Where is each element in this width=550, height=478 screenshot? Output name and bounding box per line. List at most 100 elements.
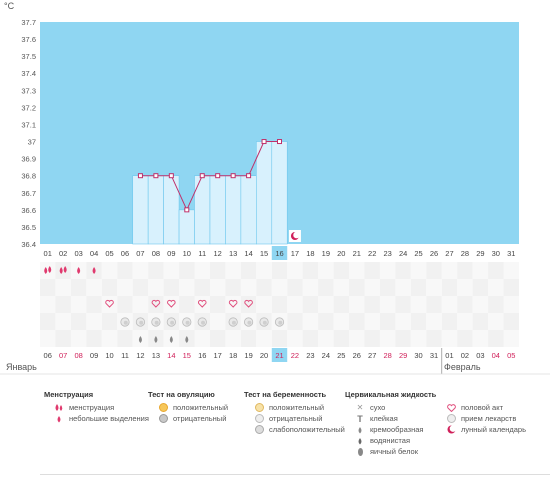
date-label: 01 (445, 351, 453, 360)
marker-cell (472, 296, 489, 313)
pregnancy-negative-icon-inner (262, 320, 267, 325)
cycle-day-label: 30 (492, 249, 500, 258)
marker-cell (426, 313, 442, 330)
marker-cell (271, 279, 288, 296)
marker-cell (333, 313, 350, 330)
temperature-bar (178, 209, 195, 245)
date-label: 09 (90, 351, 98, 360)
date-label: 28 (383, 351, 391, 360)
marker-cell (194, 279, 210, 296)
marker-cell (40, 296, 56, 313)
cycle-day-label: 17 (291, 249, 299, 258)
date-label: 12 (136, 351, 144, 360)
marker-cell (349, 279, 365, 296)
legend-item-label: небольшие выделения (69, 414, 149, 423)
marker-cell (472, 262, 489, 279)
marker-cell (225, 330, 241, 347)
legend-item: небольшие выделения (44, 413, 149, 424)
y-tick-label: 36.8 (21, 172, 36, 181)
marker-cell (488, 279, 504, 296)
marker-cell (55, 313, 71, 330)
marker-cell (441, 330, 458, 347)
cycle-day-label: 03 (74, 249, 82, 258)
marker-cell (410, 262, 427, 279)
cycle-day-label: 26 (430, 249, 438, 258)
marker-cell (410, 296, 427, 313)
marker-cell (441, 262, 458, 279)
cycle-day-label: 11 (198, 249, 206, 258)
ovulation-positive-icon (156, 403, 170, 412)
date-label: 22 (291, 351, 299, 360)
marker-cell (132, 296, 149, 313)
pregnancy-negative-icon-inner (170, 320, 175, 325)
marker-cell (349, 262, 365, 279)
marker-cell (426, 279, 442, 296)
legend-item: менструация (44, 402, 149, 413)
marker-cell (271, 330, 288, 347)
moon-icon (444, 425, 458, 434)
y-tick-label: 37.4 (21, 69, 36, 78)
pregnancy-negative-icon (252, 414, 266, 423)
moon-icon-cutout (293, 231, 300, 239)
marker-cell (101, 262, 118, 279)
cycle-day-label: 04 (90, 249, 98, 258)
marker-cell (194, 330, 210, 347)
marker-cell (132, 279, 149, 296)
legend-ovulation-title: Тест на овуляцию (148, 390, 215, 399)
marker-cell (472, 279, 489, 296)
y-axis: 37.7 37.6 37.5 37.4 37.3 37.2 37.1 37 36.9 36.8 36… (21, 18, 36, 249)
temperature-point (184, 207, 190, 213)
pregnancy-negative-icon-inner (247, 320, 252, 325)
marker-cell (117, 279, 133, 296)
pregnancy-negative-icon-inner (139, 320, 144, 325)
cycle-day-label: 23 (383, 249, 391, 258)
marker-cell (441, 279, 458, 296)
marker-cell (225, 279, 241, 296)
marker-cell (163, 262, 180, 279)
marker-cell (364, 262, 380, 279)
marker-cell (40, 262, 56, 279)
temperature-bar (225, 175, 242, 245)
marker-cell (240, 296, 257, 313)
legend-item-label: отрицательный (173, 414, 227, 423)
marker-grid (40, 262, 519, 347)
date-label: 26 (353, 351, 361, 360)
marker-cell (40, 313, 56, 330)
legend-item-label: прием лекарств (461, 414, 517, 423)
date-label: 10 (105, 351, 113, 360)
date-label: 02 (461, 351, 469, 360)
cycle-day-label: 19 (322, 249, 330, 258)
temperature-point (153, 173, 159, 179)
legend-item: яичный белок (345, 446, 436, 457)
marker-cell (364, 330, 380, 347)
cycle-day-label: 27 (445, 249, 453, 258)
marker-cell (488, 313, 504, 330)
heart-icon (151, 299, 161, 308)
temperature-bar (147, 175, 164, 245)
y-tick-label: 37.6 (21, 35, 36, 44)
temperature-point (261, 139, 267, 145)
heart-icon (228, 299, 238, 308)
marker-cell (163, 296, 180, 313)
highlight-day-bg (271, 246, 288, 260)
legend-ovulation: Тест на овуляцию положительный отрицател… (148, 390, 228, 424)
marker-icons (44, 266, 285, 343)
marker-cell (472, 330, 489, 347)
marker-cell (364, 313, 380, 330)
marker-cell (225, 296, 241, 313)
marker-cell (256, 330, 272, 347)
date-label: 30 (414, 351, 422, 360)
marker-cell (40, 330, 56, 347)
blood-drop-icon (59, 267, 63, 274)
marker-cell (379, 262, 396, 279)
marker-cell (364, 279, 380, 296)
marker-cell (457, 313, 473, 330)
marker-cell (488, 330, 504, 347)
marker-cell (457, 330, 473, 347)
marker-cell (503, 279, 519, 296)
divider (40, 474, 550, 475)
date-label: 20 (260, 351, 268, 360)
ovulation-negative-icon (156, 414, 170, 423)
marker-cell (333, 330, 350, 347)
temperature-point (168, 173, 174, 179)
